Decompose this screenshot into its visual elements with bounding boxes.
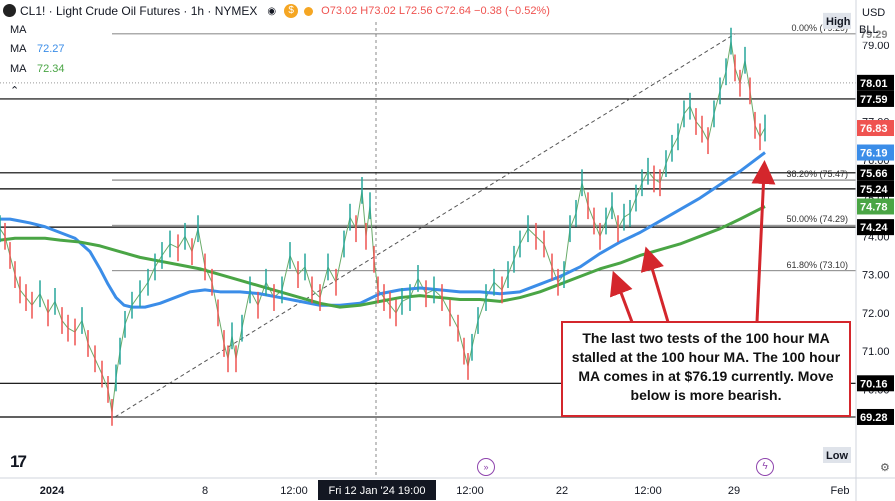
fib-label: 61.80% (73.10) (786, 260, 848, 270)
tradingview-logo[interactable]: 17 (10, 452, 27, 471)
indicator-row-3[interactable]: MA 72.34 (10, 63, 65, 75)
price-badge (857, 144, 894, 161)
ohlc-values: O73.02 H73.02 L72.56 C72.64 −0.38 (−0.52… (321, 5, 550, 17)
price-tick-label: 71.00 (862, 346, 890, 358)
time-tick-label: 8 (202, 485, 208, 497)
price-badge (857, 90, 894, 107)
price-badge (857, 219, 894, 236)
ma200-line (0, 205, 766, 309)
fib-label: 38.20% (75.47) (786, 169, 848, 179)
ma100-line (0, 151, 766, 309)
price-axis[interactable]: 79.0078.0077.0076.0075.0074.0073.0072.00… (823, 0, 894, 501)
annotation-box: The last two tests of the 100 hour MA st… (561, 321, 851, 417)
annotation-arrow (751, 160, 776, 323)
time-tick-label: 22 (556, 485, 568, 497)
indicator-row-2[interactable]: MA 72.27 (10, 43, 65, 55)
annotation-arrow (609, 270, 634, 323)
indicator-label: MA (10, 63, 26, 75)
symbol-title[interactable]: CL1! · Light Crude Oil Futures · 1h · NY… (20, 4, 258, 18)
time-tick-label: 29 (728, 485, 740, 497)
series-lines (0, 27, 766, 426)
price-badge (823, 447, 851, 463)
price-badge (823, 12, 851, 29)
crosshair-time-badge (318, 480, 436, 500)
price-badge-label: 77.59 (860, 94, 888, 106)
currency-label[interactable]: USD (862, 7, 886, 19)
unit-label[interactable]: BLL (859, 24, 879, 36)
price-badge-label: 70.16 (860, 378, 888, 390)
time-tick-label: 2024 (40, 485, 65, 497)
price-badge-label: High (826, 16, 851, 28)
collapse-indicators-icon[interactable]: ⌃ (10, 85, 20, 97)
price-badge-label: 76.83 (860, 123, 888, 135)
flash-icon[interactable]: ϟ (756, 458, 774, 476)
time-tick-label: 12:00 (634, 485, 662, 497)
fib-trend-line (114, 33, 736, 418)
price-badge (857, 198, 894, 215)
time-axis[interactable]: 2024 8 12:00 Fri 12 Jan '24 19:00 12:00 22 12:… (0, 477, 895, 500)
hide-icon[interactable]: ◉ (267, 5, 277, 17)
price-badge (857, 164, 894, 181)
price-badge (857, 180, 894, 197)
time-tick-label: 12:00 (280, 485, 308, 497)
market-status-icon (304, 6, 314, 16)
indicator-value: 72.34 (36, 63, 65, 75)
price-badge (857, 74, 894, 91)
indicator-label: MA (10, 24, 27, 36)
annotation-arrows (609, 160, 776, 323)
time-tick-label: Feb (831, 485, 850, 497)
price-badge (857, 375, 894, 392)
crosshair-time-label: Fri 12 Jan '24 19:00 (329, 485, 426, 497)
price-badge-label: 76.19 (860, 148, 888, 160)
chart-header: CL1! · Light Crude Oil Futures · 1h · NY… (0, 0, 550, 22)
dollar-icon[interactable]: $ (284, 4, 299, 18)
indicator-value: 72.27 (36, 43, 65, 55)
price-badge-label: 78.01 (860, 78, 888, 90)
price-badge (857, 25, 894, 42)
indicator-row-1[interactable]: MA (10, 24, 35, 36)
time-tick-label: 12:00 (456, 485, 484, 497)
price-tick-label: 72.00 (862, 308, 890, 320)
price-badge-label: 74.24 (860, 222, 888, 234)
price-badge-label: 79.29 (860, 29, 888, 41)
price-badge-label: Low (826, 450, 848, 462)
annotation-arrow (640, 246, 670, 323)
price-badge-label: 74.78 (860, 201, 888, 213)
price-badge-label: 69.28 (860, 412, 888, 424)
indicator-label: MA (10, 43, 26, 55)
price-badge (857, 408, 894, 425)
fib-label: 50.00% (74.29) (786, 214, 848, 224)
price-badge-label: 75.24 (860, 184, 888, 196)
price-badge-label: 75.66 (860, 168, 888, 180)
price-tick-label: 73.00 (862, 270, 890, 282)
symbol-logo-icon (3, 4, 16, 17)
go-to-realtime-icon[interactable]: » (477, 458, 495, 476)
settings-icon[interactable]: ⚙ (880, 462, 890, 474)
price-tick-label: 79.00 (862, 40, 890, 52)
price-badge (857, 120, 894, 137)
fib-label: 0.00% (79.29) (791, 23, 848, 33)
